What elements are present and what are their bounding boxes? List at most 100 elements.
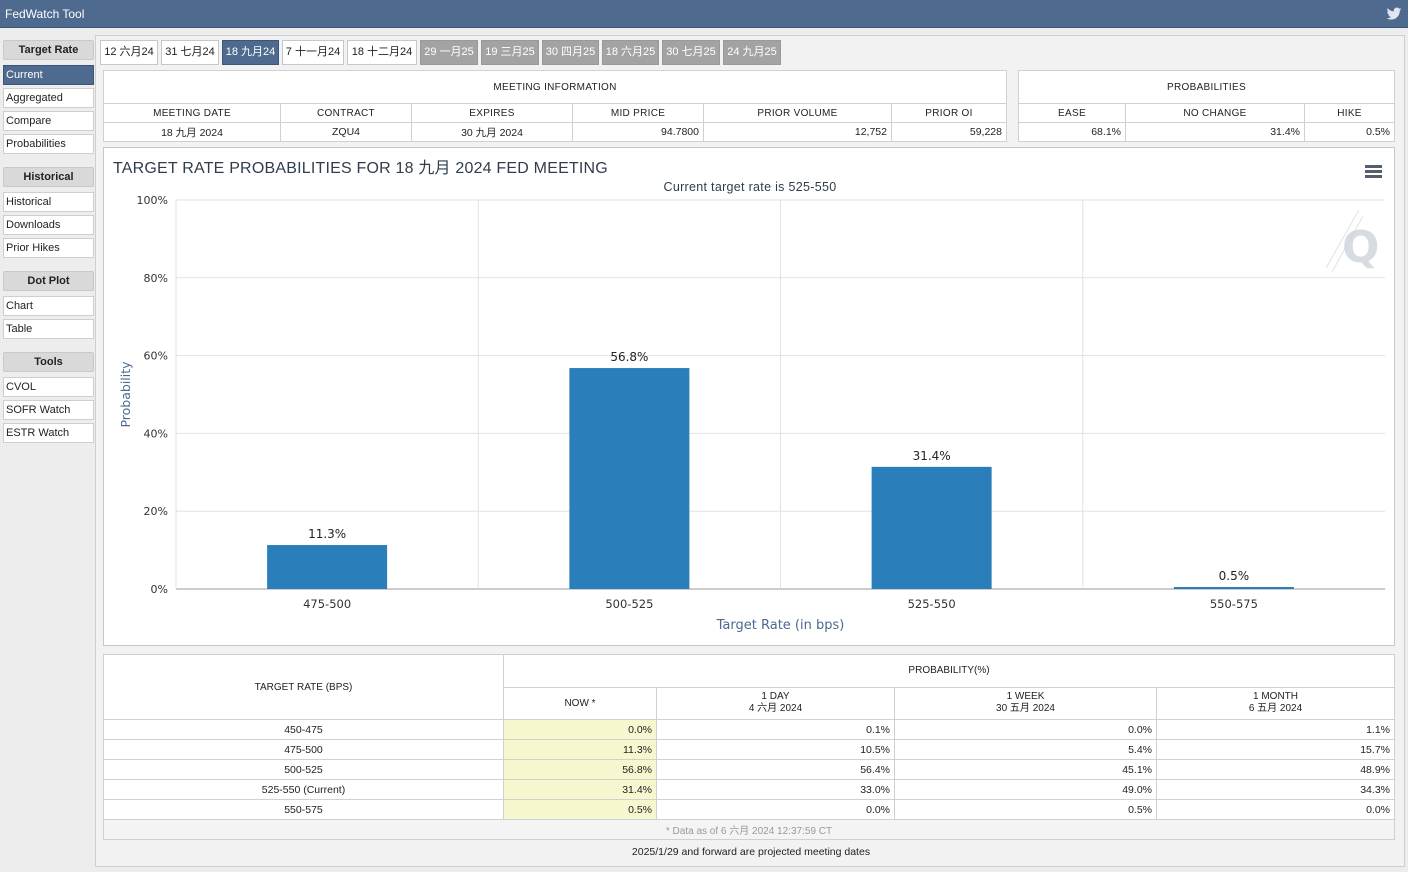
x-tick-label: 500-525 [605, 597, 653, 611]
probability-heading: PROBABILITY(%) [503, 654, 1395, 688]
tab-meeting-7-nov-24[interactable]: 7 十一月24 [282, 40, 344, 65]
tab-meeting-18-jun-25[interactable]: 18 六月25 [602, 40, 659, 65]
col-1-day: 1 DAY 4 六月 2024 [656, 686, 895, 720]
hike-value: 0.5% [1304, 122, 1395, 142]
prior-oi-value: 59,228 [891, 122, 1007, 142]
meeting-info-heading: MEETING INFORMATION [103, 70, 1007, 104]
x-tick-label: 475-500 [303, 597, 351, 611]
month-cell: 0.0% [1156, 799, 1395, 820]
meeting-info-table: MEETING INFORMATION MEETING DATE CONTRAC… [103, 70, 1007, 142]
prior-volume-value: 12,752 [703, 122, 892, 142]
probability-table: TARGET RATE (BPS) PROBABILITY(%) NOW * 1… [103, 654, 1395, 840]
sidebar-item-sofr-watch[interactable]: SOFR Watch [3, 400, 94, 420]
expires-value: 30 九月 2024 [411, 122, 573, 142]
col-contract: CONTRACT [280, 103, 412, 123]
tab-meeting-12-jun-24[interactable]: 12 六月24 [100, 40, 158, 65]
col-prior-volume: PRIOR VOLUME [703, 103, 892, 123]
mid-price-value: 94.7800 [572, 122, 704, 142]
tab-meeting-29-jan-25[interactable]: 29 一月25 [420, 40, 478, 65]
rate-cell: 500-525 [103, 759, 504, 780]
col-now: NOW * [503, 686, 657, 720]
sidebar-item-aggregated[interactable]: Aggregated [3, 88, 94, 108]
bar [871, 466, 992, 589]
y-tick-label: 20% [144, 505, 168, 518]
col-1-month: 1 MONTH 6 五月 2024 [1156, 686, 1395, 720]
chart-menu-icon[interactable] [1365, 165, 1382, 179]
now-cell: 56.8% [503, 759, 657, 780]
sidebar-item-prior-hikes[interactable]: Prior Hikes [3, 238, 94, 258]
week-cell: 45.1% [894, 759, 1157, 780]
sidebar-item-cvol[interactable]: CVOL [3, 377, 94, 397]
month-cell: 15.7% [1156, 739, 1395, 760]
sidebar-item-downloads[interactable]: Downloads [3, 215, 94, 235]
probabilities-heading: PROBABILITIES [1018, 70, 1395, 104]
table-row: 450-475 0.0% 0.1% 0.0% 1.1% [103, 719, 1395, 740]
sidebar-heading-dot-plot: Dot Plot [3, 271, 94, 291]
x-axis-label: Target Rate (in bps) [716, 618, 845, 633]
day-cell: 0.1% [656, 719, 895, 740]
now-cell: 31.4% [503, 779, 657, 800]
table-row: 550-575 0.5% 0.0% 0.5% 0.0% [103, 799, 1395, 820]
sidebar-item-chart[interactable]: Chart [3, 296, 94, 316]
col-prior-oi: PRIOR OI [891, 103, 1007, 123]
sidebar-heading-tools: Tools [3, 352, 94, 372]
y-tick-label: 80% [144, 272, 168, 285]
app-title: FedWatch Tool [5, 7, 85, 21]
col-mid-price: MID PRICE [572, 103, 704, 123]
month-cell: 48.9% [1156, 759, 1395, 780]
tab-meeting-19-mar-25[interactable]: 19 三月25 [481, 40, 539, 65]
tab-meeting-18-dec-24[interactable]: 18 十二月24 [347, 40, 417, 65]
sidebar-item-historical[interactable]: Historical [3, 192, 94, 212]
data-label: 11.3% [308, 527, 346, 541]
rate-cell: 550-575 [103, 799, 504, 820]
rate-heading: TARGET RATE (BPS) [103, 654, 504, 720]
projected-dates-note: 2025/1/29 and forward are projected meet… [631, 846, 871, 858]
svg-text:Q: Q [1342, 222, 1379, 273]
sidebar-item-estr-watch[interactable]: ESTR Watch [3, 423, 94, 443]
day-cell: 10.5% [656, 739, 895, 760]
data-label: 0.5% [1219, 569, 1250, 583]
col-no-change: NO CHANGE [1125, 103, 1305, 123]
month-cell: 34.3% [1156, 779, 1395, 800]
now-cell: 0.5% [503, 799, 657, 820]
probabilities-summary-table: PROBABILITIES EASE NO CHANGE HIKE 68.1% … [1018, 70, 1395, 142]
week-cell: 5.4% [894, 739, 1157, 760]
y-tick-label: 0% [151, 583, 168, 596]
col-1-week: 1 WEEK 30 五月 2024 [894, 686, 1157, 720]
col-meeting-date: MEETING DATE [103, 103, 281, 123]
twitter-icon[interactable] [1386, 6, 1402, 22]
col-ease: EASE [1018, 103, 1126, 123]
sidebar: Target Rate Current Aggregated Compare P… [3, 40, 94, 446]
x-tick-label: 525-550 [908, 597, 956, 611]
watermark-logo: Q [1325, 209, 1379, 273]
bar-chart: Q 0% 20% 40% 60% 80% 100% 11.3% 475-500 56.8% 500… [118, 194, 1385, 633]
col-expires: EXPIRES [411, 103, 573, 123]
week-cell: 0.5% [894, 799, 1157, 820]
sidebar-item-probabilities[interactable]: Probabilities [3, 134, 94, 154]
tab-meeting-18-sep-24[interactable]: 18 九月24 [222, 40, 279, 65]
day-cell: 56.4% [656, 759, 895, 780]
ease-value: 68.1% [1018, 122, 1126, 142]
chart-subtitle: Current target rate is 525-550 [663, 180, 837, 194]
x-tick-label: 550-575 [1210, 597, 1258, 611]
data-label: 56.8% [610, 350, 648, 364]
chart-panel: TARGET RATE PROBABILITIES FOR 18 九月 2024… [103, 147, 1395, 646]
tab-meeting-31-jul-24[interactable]: 31 七月24 [161, 40, 219, 65]
tab-meeting-30-apr-25[interactable]: 30 四月25 [542, 40, 599, 65]
tab-meeting-24-sep-25[interactable]: 24 九月25 [723, 40, 781, 65]
now-cell: 0.0% [503, 719, 657, 740]
y-tick-label: 60% [144, 350, 168, 363]
table-row: 525-550 (Current) 31.4% 33.0% 49.0% 34.3… [103, 779, 1395, 800]
tab-meeting-30-jul-25[interactable]: 30 七月25 [662, 40, 720, 65]
sidebar-heading-historical: Historical [3, 167, 94, 187]
sidebar-item-compare[interactable]: Compare [3, 111, 94, 131]
sidebar-item-current[interactable]: Current [3, 65, 94, 85]
week-cell: 49.0% [894, 779, 1157, 800]
sidebar-item-table[interactable]: Table [3, 319, 94, 339]
y-tick-label: 100% [137, 194, 168, 207]
meeting-date-value: 18 九月 2024 [103, 122, 281, 142]
rate-cell: 475-500 [103, 739, 504, 760]
bar [1173, 587, 1294, 589]
week-cell: 0.0% [894, 719, 1157, 740]
bar [267, 545, 388, 589]
